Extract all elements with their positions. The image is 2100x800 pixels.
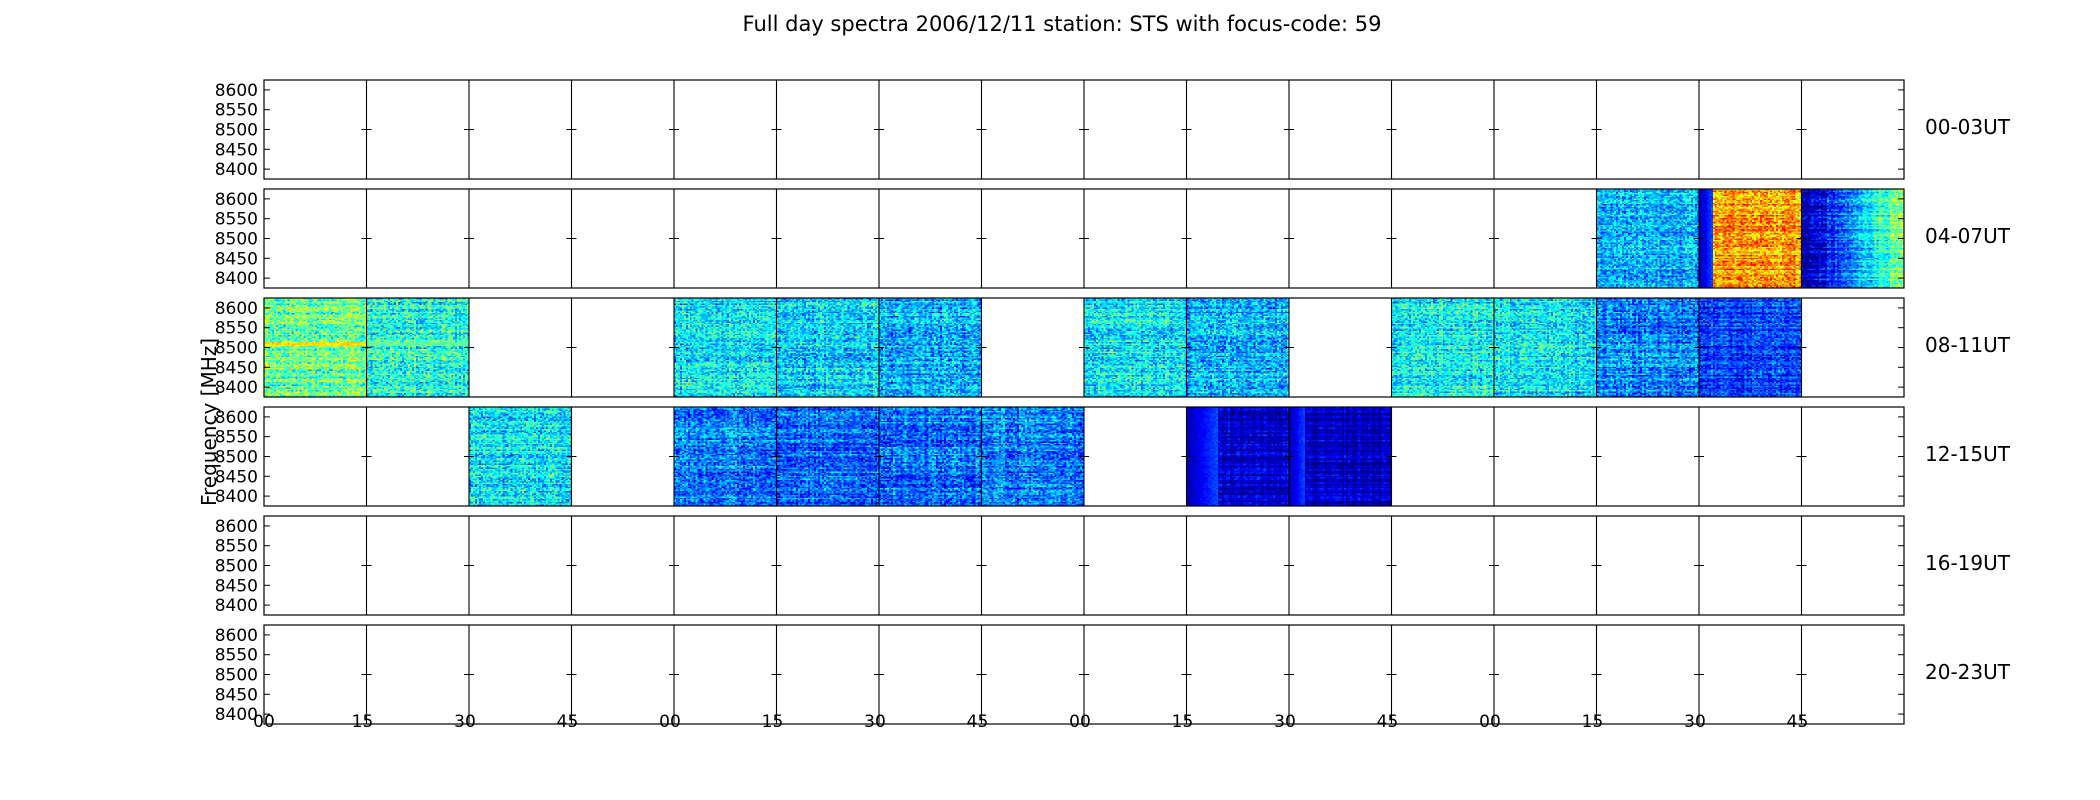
y-tick-label: 8500 — [215, 557, 258, 577]
spectrum-segment — [366, 298, 469, 397]
chart-title: Full day spectra 2006/12/11 station: STS… — [743, 12, 1382, 36]
x-tick-label: 45 — [1787, 712, 1809, 732]
x-tick-label: 45 — [557, 712, 579, 732]
spectrum-segment — [1084, 298, 1187, 397]
y-tick-label: 8600 — [215, 408, 258, 428]
spectrum-segment — [1391, 298, 1494, 397]
y-tick-label: 8500 — [215, 339, 258, 359]
spectrum-segment — [981, 407, 1084, 506]
y-tick-label: 8450 — [215, 358, 258, 378]
y-tick-label: 8500 — [215, 230, 258, 250]
x-tick-label: 45 — [967, 712, 989, 732]
row-label: 00-03UT — [1925, 115, 2011, 139]
y-tick-label: 8550 — [215, 537, 258, 557]
y-tick-label: 8450 — [215, 140, 258, 160]
spectrum-segment — [1801, 189, 1904, 288]
y-tick-label: 8500 — [215, 121, 258, 141]
x-tick-label: 00 — [659, 712, 681, 732]
row-label: 08-11UT — [1925, 333, 2011, 357]
y-tick-label: 8600 — [215, 190, 258, 210]
y-tick-label: 8600 — [215, 626, 258, 646]
x-tick-label: 00 — [253, 712, 275, 732]
row-label: 16-19UT — [1925, 551, 2011, 575]
y-tick-label: 8450 — [215, 576, 258, 596]
spectrum-segment — [1494, 298, 1597, 397]
spectrum-segment — [1699, 189, 1802, 288]
y-tick-label: 8550 — [215, 101, 258, 121]
y-tick-label: 8400 — [215, 269, 258, 289]
spectrum-segment — [674, 407, 777, 506]
row-label: 04-07UT — [1925, 224, 2011, 248]
y-tick-label: 8500 — [215, 666, 258, 686]
y-tick-label: 8400 — [215, 596, 258, 616]
spectrum-segment — [1186, 298, 1289, 397]
spectrum-segment — [879, 298, 982, 397]
spectrum-segment — [1289, 407, 1392, 506]
y-tick-label: 8450 — [215, 249, 258, 269]
x-tick-label: 30 — [1684, 712, 1706, 732]
y-tick-label: 8400 — [215, 705, 258, 725]
x-tick-label: 00 — [1069, 712, 1091, 732]
spectrum-segment — [1699, 298, 1802, 397]
x-tick-label: 15 — [1582, 712, 1604, 732]
y-tick-label: 8550 — [215, 319, 258, 339]
row-label: 20-23UT — [1925, 660, 2011, 684]
spectrum-segment — [1596, 298, 1699, 397]
x-tick-label: 45 — [1377, 712, 1399, 732]
spectrum-segment — [469, 407, 572, 506]
spectrum-segment — [776, 298, 879, 397]
y-tick-label: 8550 — [215, 646, 258, 666]
y-tick-label: 8600 — [215, 299, 258, 319]
spectrum-segment — [264, 298, 367, 397]
y-tick-label: 8550 — [215, 210, 258, 230]
y-tick-label: 8600 — [215, 517, 258, 537]
x-tick-label: 30 — [454, 712, 476, 732]
y-axis-label: Frequency [MHz] — [197, 338, 221, 506]
spectrum-segment — [1596, 189, 1699, 288]
y-tick-label: 8400 — [215, 378, 258, 398]
y-tick-label: 8450 — [215, 467, 258, 487]
x-tick-label: 30 — [864, 712, 886, 732]
x-tick-label: 15 — [762, 712, 784, 732]
panels: 8600855085008450840000-03UT8600855085008… — [215, 79, 2011, 732]
y-tick-label: 8500 — [215, 448, 258, 468]
spectrum-segment — [674, 298, 777, 397]
x-tick-label: 15 — [1172, 712, 1194, 732]
y-tick-label: 8550 — [215, 428, 258, 448]
x-tick-label: 30 — [1274, 712, 1296, 732]
x-tick-label: 15 — [352, 712, 374, 732]
y-tick-label: 8400 — [215, 487, 258, 507]
x-tick-label: 00 — [1479, 712, 1501, 732]
y-tick-label: 8600 — [215, 81, 258, 101]
spectrum-segment — [1186, 407, 1289, 506]
spectrum-segment — [776, 407, 879, 506]
spectrum-segment — [879, 407, 982, 506]
y-tick-label: 8400 — [215, 160, 258, 180]
y-tick-label: 8450 — [215, 685, 258, 705]
row-label: 12-15UT — [1925, 442, 2011, 466]
